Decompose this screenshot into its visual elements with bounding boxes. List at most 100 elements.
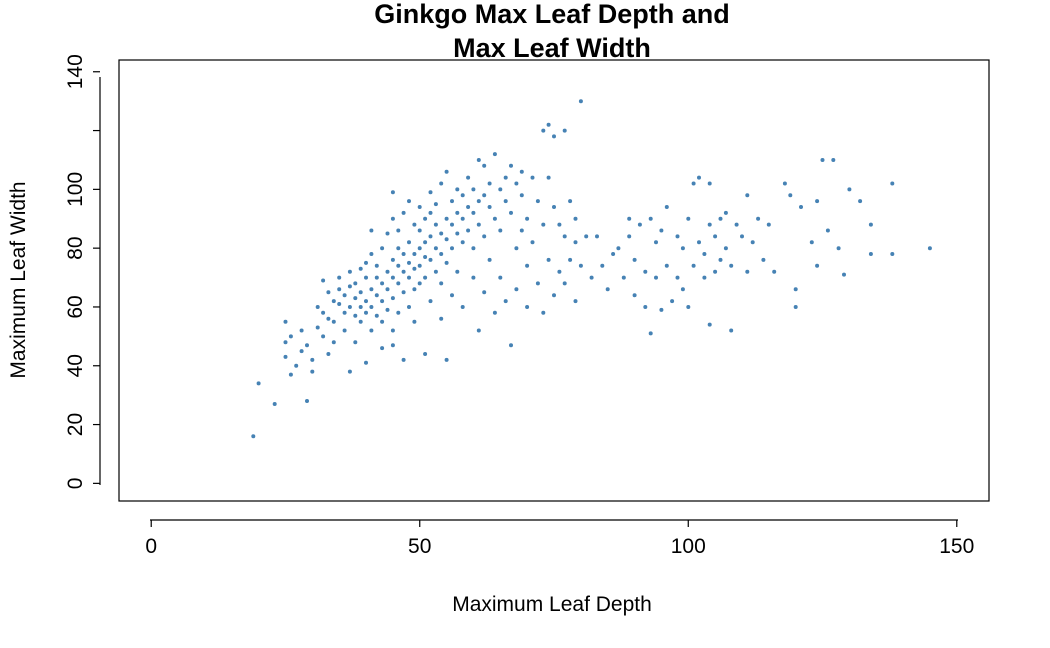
- data-point: [310, 357, 315, 362]
- data-point: [390, 257, 395, 262]
- data-point: [374, 313, 379, 318]
- data-point: [820, 158, 825, 162]
- data-point: [756, 216, 761, 221]
- data-point: [455, 187, 460, 192]
- data-point: [697, 240, 701, 245]
- data-point: [331, 319, 336, 324]
- data-point: [541, 310, 546, 315]
- data-point: [407, 199, 411, 204]
- data-point: [578, 99, 583, 104]
- data-point: [793, 305, 798, 309]
- data-point: [412, 266, 417, 271]
- data-point: [460, 193, 465, 198]
- data-point: [390, 328, 395, 333]
- data-point: [364, 360, 368, 365]
- y-axis-label: Maximum Leaf Width: [7, 181, 30, 378]
- data-point: [927, 246, 932, 251]
- data-point: [745, 269, 750, 274]
- data-point: [385, 287, 390, 292]
- data-point: [578, 263, 583, 268]
- data-point: [305, 343, 309, 348]
- data-point: [514, 287, 519, 292]
- data-point: [353, 340, 358, 345]
- y-tick-label: 40: [64, 354, 87, 377]
- data-point: [761, 257, 766, 262]
- data-point: [471, 210, 476, 215]
- data-point: [299, 349, 304, 354]
- data-point: [482, 290, 487, 295]
- data-point: [444, 216, 449, 221]
- data-point: [396, 263, 401, 268]
- data-point: [428, 257, 433, 262]
- data-point: [342, 328, 347, 333]
- data-point: [514, 246, 519, 251]
- data-point: [396, 228, 401, 233]
- data-point: [380, 346, 385, 351]
- data-point: [476, 199, 481, 204]
- data-point: [385, 307, 390, 312]
- data-point: [390, 275, 395, 280]
- data-point: [347, 284, 352, 289]
- data-point: [374, 275, 379, 280]
- data-point: [670, 299, 675, 304]
- data-point: [562, 234, 567, 239]
- data-points: [251, 99, 932, 439]
- chart-title-line-1: Ginkgo Max Leaf Depth and: [374, 0, 730, 29]
- data-point: [423, 255, 428, 259]
- data-point: [782, 181, 787, 186]
- data-point: [632, 257, 637, 262]
- data-point: [428, 190, 433, 195]
- data-point: [831, 158, 836, 162]
- y-tick-label: 20: [64, 413, 87, 436]
- data-point: [616, 246, 621, 251]
- data-point: [385, 269, 390, 274]
- data-point: [482, 163, 487, 168]
- data-point: [643, 305, 648, 309]
- data-point: [401, 210, 406, 215]
- data-point: [492, 310, 497, 315]
- data-point: [686, 216, 691, 221]
- data-point: [364, 310, 368, 315]
- data-point: [299, 328, 304, 333]
- data-point: [401, 252, 406, 256]
- data-point: [815, 263, 820, 268]
- data-point: [315, 325, 320, 330]
- data-point: [637, 222, 642, 227]
- data-point: [288, 372, 293, 377]
- data-point: [315, 305, 320, 309]
- data-point: [337, 302, 342, 306]
- data-point: [450, 222, 454, 227]
- data-point: [568, 199, 573, 204]
- data-point: [600, 263, 605, 268]
- data-point: [723, 210, 728, 215]
- data-point: [455, 231, 460, 236]
- data-point: [369, 305, 374, 309]
- data-point: [385, 231, 390, 236]
- data-point: [519, 169, 524, 174]
- data-point: [439, 281, 444, 286]
- x-tick-label: 150: [939, 535, 974, 558]
- data-point: [707, 222, 712, 227]
- data-point: [390, 216, 395, 221]
- data-point: [423, 275, 428, 280]
- x-tick-label: 100: [671, 535, 706, 558]
- data-point: [444, 260, 449, 265]
- data-point: [718, 216, 723, 221]
- data-point: [868, 222, 873, 227]
- data-point: [374, 293, 379, 298]
- data-point: [487, 257, 492, 262]
- data-point: [444, 357, 449, 362]
- data-point: [691, 263, 696, 268]
- data-point: [321, 310, 326, 315]
- data-point: [815, 199, 820, 204]
- data-point: [868, 252, 873, 256]
- data-point: [514, 181, 519, 186]
- data-point: [369, 328, 374, 333]
- data-point: [460, 240, 465, 245]
- data-point: [498, 275, 503, 280]
- data-point: [364, 275, 368, 280]
- data-point: [680, 246, 685, 251]
- data-point: [691, 181, 696, 186]
